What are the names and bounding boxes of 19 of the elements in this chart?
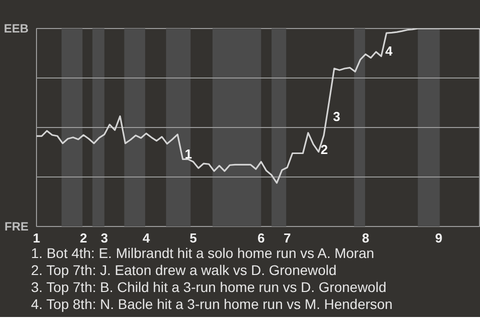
x-tick-label: 6 [257, 230, 265, 246]
x-tick-label: 4 [142, 230, 151, 246]
x-tick-label: 3 [100, 230, 108, 246]
annotation: 4 [385, 43, 394, 58]
text: 1. Bot 4th: E. Milbrandt hit a solo home run vs A. Moran [31, 245, 374, 261]
x-tick-label: 2 [80, 230, 88, 246]
annotation: 1 [184, 146, 192, 162]
annotation: 3 [333, 109, 340, 124]
x-tick-label: 9 [435, 230, 442, 246]
x-tick-label: 7 [284, 230, 291, 246]
x-tick-label: 5 [190, 230, 197, 246]
text: FRE [4, 220, 28, 234]
text: EEB [4, 22, 29, 36]
x-tick-label: 1 [32, 230, 40, 246]
text: 2. Top 7th: J. Eaton drew a walk vs D. Gronewold [31, 262, 337, 278]
text: 3. Top 7th: B. Child hit a 3-run home run vs D. Gronewold [31, 279, 386, 295]
annotation: 2 [320, 142, 328, 157]
text: 4. Top 8th: N. Bacle hit a 3-run home run vs M. Henderson [31, 296, 393, 312]
x-tick-label: 8 [362, 230, 370, 246]
